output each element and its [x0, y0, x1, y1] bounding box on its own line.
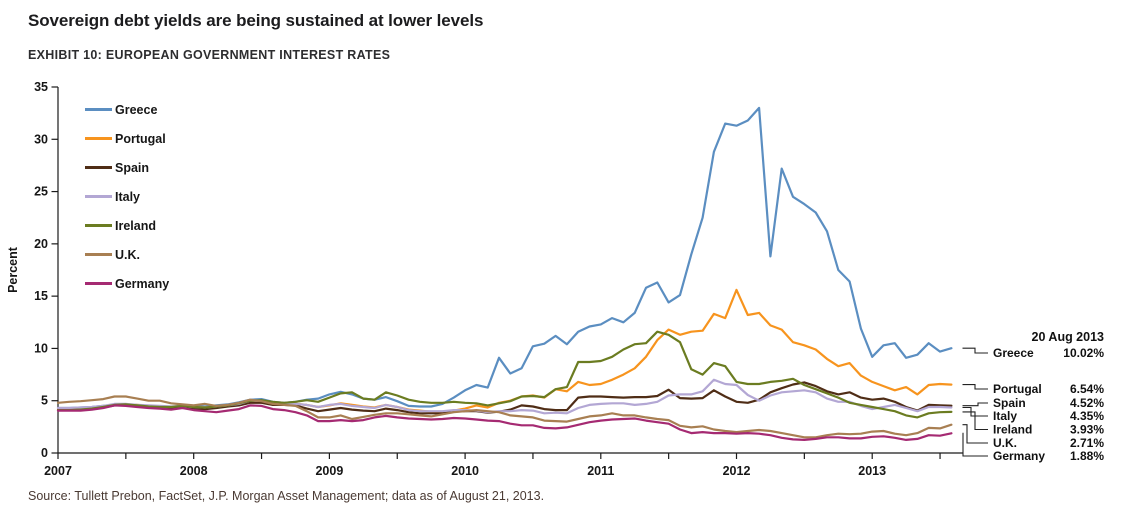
series-line-u-k [56, 395, 953, 439]
legend-label: Ireland [115, 218, 156, 233]
tick-labels: 0 5 10 15 20 25 30 35 2007 2008 2009 2010 2011 2012 20… [6, 80, 886, 478]
legend-item-u-k: U.K. [85, 240, 169, 269]
x-tick-label: 2012 [723, 464, 751, 478]
legend: Greece Portugal Spain Italy Ireland U.K. Germa… [85, 95, 169, 298]
y-axis-title: Percent [6, 246, 20, 293]
legend-label: Portugal [115, 131, 166, 146]
legend-label: Germany [115, 276, 170, 291]
annotation-header: 20 Aug 2013 [1032, 330, 1105, 344]
x-tick-label: 2008 [180, 464, 208, 478]
exhibit-title: EXHIBIT 10: EUROPEAN GOVERNMENT INTEREST… [28, 48, 391, 62]
x-tick-label: 2013 [858, 464, 886, 478]
annotation-label-spain: Spain [993, 396, 1026, 410]
annotation-label-germany: Germany [993, 449, 1045, 463]
y-tick-label: 10 [34, 341, 48, 355]
annotation-value-germany: 1.88% [1070, 449, 1104, 463]
x-tick-label: 2010 [451, 464, 479, 478]
legend-item-portugal: Portugal [85, 124, 169, 153]
annotation-connector-u-k [962, 424, 988, 444]
source-note: Source: Tullett Prebon, FactSet, J.P. Mo… [28, 489, 545, 503]
annotation-label-italy: Italy [993, 409, 1017, 423]
x-tick-label: 2009 [315, 464, 343, 478]
legend-label: U.K. [115, 247, 140, 262]
y-tick-label: 35 [34, 80, 48, 94]
annotation-connector-ireland [962, 411, 988, 431]
legend-swatch-greece [85, 108, 112, 111]
annotation-value-u-k: 2.71% [1070, 436, 1104, 450]
legend-item-ireland: Ireland [85, 211, 169, 240]
legend-swatch-portugal [85, 137, 112, 140]
annotation-connector-spain [962, 402, 988, 407]
legend-label: Spain [115, 160, 150, 175]
annotation-label-portugal: Portugal [993, 382, 1042, 396]
legend-item-greece: Greece [85, 95, 169, 124]
legend-swatch-u-k [85, 253, 112, 256]
axes [51, 86, 963, 459]
x-tick-label: 2011 [587, 464, 614, 478]
series-line-spain [56, 381, 953, 415]
annotation-connector-germany [962, 432, 988, 457]
annotation-connector-greece [962, 347, 988, 354]
y-tick-label: 20 [34, 237, 48, 251]
annotation-label-greece: Greece [993, 346, 1034, 360]
y-tick-label: 0 [41, 446, 48, 460]
legend-swatch-italy [85, 195, 112, 198]
annotation-label-u-k: U.K. [993, 436, 1017, 450]
legend-swatch-ireland [85, 224, 112, 227]
legend-item-germany: Germany [85, 269, 169, 298]
series-line-ireland [56, 330, 953, 419]
legend-item-spain: Spain [85, 153, 169, 182]
annotation-connector-portugal [962, 384, 988, 390]
y-tick-label: 5 [41, 394, 48, 408]
annotation-value-spain: 4.52% [1070, 396, 1104, 410]
annotation-value-italy: 4.35% [1070, 409, 1104, 423]
series-lines [56, 106, 953, 441]
legend-item-italy: Italy [85, 182, 169, 211]
annotation-value-ireland: 3.93% [1070, 423, 1104, 437]
x-tick-label: 2007 [44, 464, 72, 478]
legend-swatch-spain [85, 166, 112, 169]
legend-label: Italy [115, 189, 141, 204]
end-annotations: 20 Aug 2013 Greece 10.02% Portugal 6.54% Spai… [962, 330, 1105, 463]
series-line-greece [56, 106, 953, 410]
legend-swatch-germany [85, 282, 112, 285]
annotation-value-portugal: 6.54% [1070, 382, 1104, 396]
y-tick-label: 30 [34, 132, 48, 146]
y-tick-label: 15 [34, 289, 48, 303]
annotation-value-greece: 10.02% [1063, 346, 1104, 360]
page-title: Sovereign debt yields are being sustaine… [28, 11, 484, 30]
annotation-label-ireland: Ireland [993, 423, 1032, 437]
series-line-germany [56, 404, 953, 441]
y-tick-label: 25 [34, 185, 48, 199]
legend-label: Greece [115, 102, 158, 117]
